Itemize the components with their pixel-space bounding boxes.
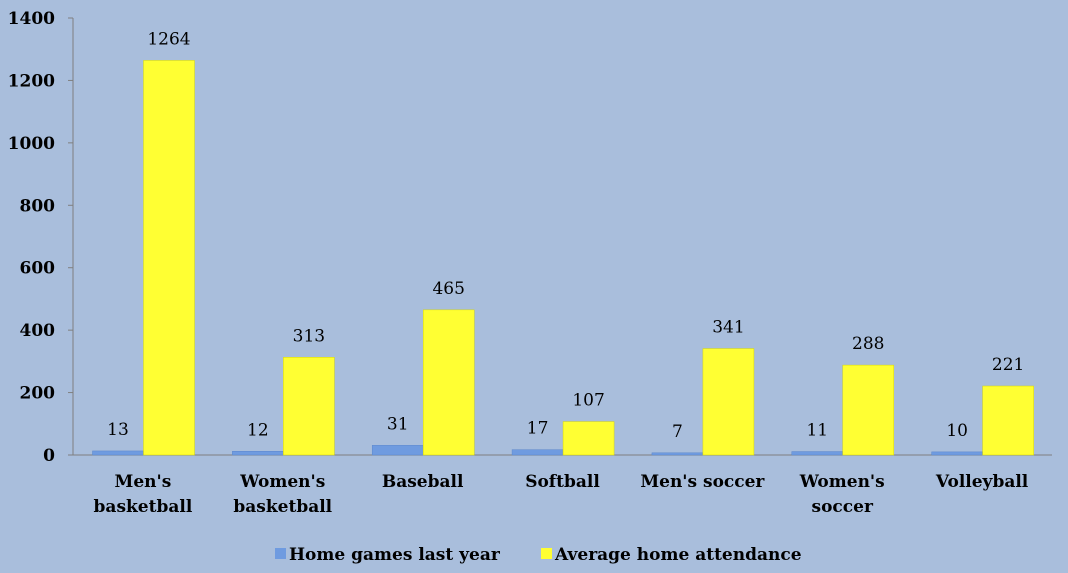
bar bbox=[511, 449, 564, 456]
bar bbox=[92, 450, 144, 456]
data-label: 107 bbox=[572, 391, 604, 411]
category-label: Baseball bbox=[382, 472, 464, 492]
data-label: 313 bbox=[293, 326, 325, 346]
y-tick-label: 800 bbox=[20, 196, 56, 216]
y-tick-label: 1200 bbox=[8, 71, 55, 91]
category-label: Women's bbox=[239, 472, 325, 492]
y-tick-label: 600 bbox=[20, 259, 56, 279]
data-label: 465 bbox=[432, 279, 464, 299]
legend-swatch bbox=[541, 548, 552, 559]
data-label: 11 bbox=[806, 421, 828, 441]
category-label: basketball bbox=[233, 497, 332, 517]
data-labels: 13 1264 12 313 31 465 17 107 7 341 11 288 10 221 bbox=[107, 29, 1024, 441]
category-label: Men's bbox=[115, 472, 172, 492]
data-label: 17 bbox=[527, 419, 549, 439]
data-label: 221 bbox=[992, 355, 1024, 375]
y-tick-label: 200 bbox=[20, 384, 56, 404]
bar bbox=[842, 364, 895, 456]
bar bbox=[371, 445, 424, 456]
y-tick-label: 1000 bbox=[8, 134, 55, 154]
data-label: 7 bbox=[672, 422, 683, 442]
category-label: Men's soccer bbox=[640, 472, 765, 492]
data-label: 10 bbox=[946, 421, 968, 441]
bar bbox=[931, 451, 983, 456]
bar bbox=[143, 60, 195, 456]
bar bbox=[791, 451, 844, 456]
y-tick-label: 1400 bbox=[8, 9, 55, 29]
bar bbox=[232, 451, 284, 456]
data-label: 31 bbox=[387, 414, 409, 434]
category-label: soccer bbox=[812, 497, 874, 517]
category-label: Women's bbox=[799, 472, 885, 492]
category-label: basketball bbox=[94, 497, 193, 517]
legend-swatch bbox=[275, 548, 286, 559]
bar bbox=[562, 421, 615, 456]
bar bbox=[651, 452, 704, 456]
legend: Home games last year Average home attenda… bbox=[275, 545, 802, 565]
bars bbox=[92, 60, 1034, 456]
bar bbox=[283, 357, 335, 456]
legend-label: Home games last year bbox=[289, 545, 501, 565]
category-labels: Men's basketball Women's basketball Baseball… bbox=[94, 472, 1029, 517]
category-label: Softball bbox=[525, 472, 600, 492]
legend-label: Average home attendance bbox=[554, 545, 802, 565]
data-label: 12 bbox=[247, 420, 269, 440]
data-label: 1264 bbox=[147, 29, 190, 49]
bar bbox=[702, 348, 755, 456]
data-label: 288 bbox=[852, 334, 884, 354]
y-tick-label: 400 bbox=[20, 321, 56, 341]
data-label: 13 bbox=[107, 420, 129, 440]
data-label: 341 bbox=[712, 318, 744, 338]
bar bbox=[982, 385, 1034, 456]
category-label: Volleyball bbox=[935, 472, 1029, 492]
y-tick-label: 0 bbox=[43, 446, 55, 466]
bar bbox=[422, 309, 475, 456]
